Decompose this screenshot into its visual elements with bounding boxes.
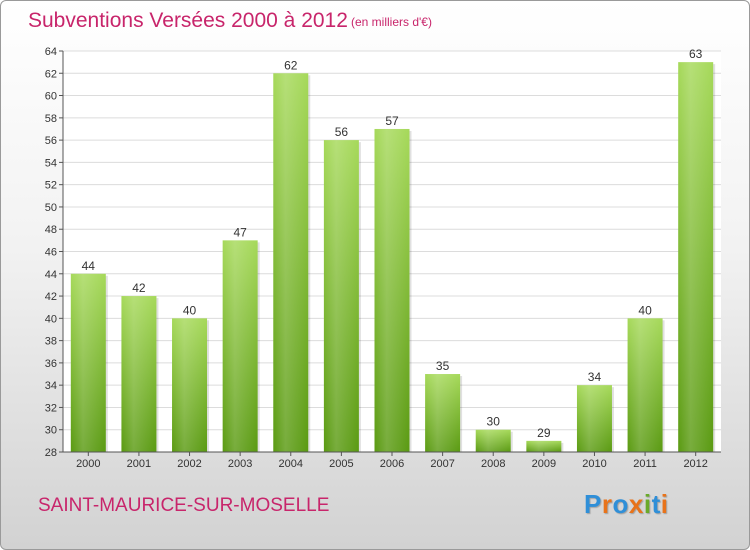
y-tick-label: 64: [45, 46, 57, 58]
axes: 28 30 32 34 36 38 40 42 44 46 48 50 52 54 56 58 60 62 64 20…: [45, 46, 721, 470]
x-tick-label: 2000: [76, 458, 100, 470]
bar-highlight: [425, 374, 461, 452]
bar-highlight: [121, 296, 157, 452]
bar-highlight: [627, 318, 663, 452]
chart-subtitle: (en milliers d'€): [351, 15, 432, 29]
y-tick-label: 32: [45, 402, 57, 414]
bar-value-label: 42: [132, 281, 146, 295]
x-tick-label: 2008: [481, 458, 505, 470]
y-tick-label: 58: [45, 113, 57, 125]
bar-highlight: [273, 73, 309, 453]
bar-value-label: 35: [436, 359, 450, 373]
bar-value-label: 62: [284, 58, 298, 72]
y-tick-label: 28: [45, 447, 57, 459]
x-tick-label: 2006: [380, 458, 404, 470]
y-tick-label: 30: [45, 425, 57, 437]
bar-highlight: [70, 273, 106, 452]
y-tick-label: 36: [45, 358, 57, 370]
logo-letter: x: [628, 489, 644, 519]
bar-value-label: 57: [385, 114, 399, 128]
x-tick-label: 2004: [279, 458, 303, 470]
logo-letter: o: [612, 489, 629, 519]
y-tick-label: 60: [45, 91, 57, 103]
y-tick-label: 34: [45, 380, 57, 392]
bar-value-label: 29: [537, 426, 551, 440]
y-tick-label: 40: [45, 313, 57, 325]
y-tick-label: 42: [45, 291, 57, 303]
bar-value-label: 56: [335, 125, 349, 139]
y-tick-label: 38: [45, 336, 57, 348]
value-labels: 44 42 40 47 62 56 57 35 30 29 34 40 63: [82, 47, 703, 440]
x-tick-label: 2005: [329, 458, 353, 470]
bars: [70, 62, 716, 453]
bar-highlight: [475, 429, 511, 452]
bar-highlight: [323, 140, 359, 452]
y-tick-label: 50: [45, 202, 57, 214]
bar-value-label: 30: [487, 415, 501, 429]
logo-letter: r: [601, 489, 613, 519]
x-tick-label: 2010: [582, 458, 606, 470]
logo-letter: P: [584, 489, 602, 519]
y-tick-label: 52: [45, 180, 57, 192]
proxiti-logo: Proxiti: [584, 489, 668, 520]
bar-value-label: 40: [638, 303, 652, 317]
y-tick-label: 56: [45, 135, 57, 147]
y-tick-label: 48: [45, 224, 57, 236]
y-tick-label: 46: [45, 247, 57, 259]
x-tick-label: 2012: [683, 458, 707, 470]
bar-highlight: [678, 62, 714, 453]
bar-highlight: [526, 440, 562, 452]
x-tick-label: 2009: [532, 458, 556, 470]
bar-value-label: 34: [588, 370, 602, 384]
y-tick-label: 44: [45, 269, 57, 281]
y-tick-label: 54: [45, 157, 57, 169]
bar-value-label: 63: [689, 47, 703, 61]
bar-highlight: [172, 318, 208, 452]
bar-value-label: 40: [183, 303, 197, 317]
x-tick-label: 2003: [228, 458, 252, 470]
x-tick-label: 2011: [633, 458, 657, 470]
bar-highlight: [576, 385, 612, 452]
bar-highlight: [222, 240, 258, 452]
x-tick-label: 2002: [177, 458, 201, 470]
chart-title: Subventions Versées 2000 à 2012: [28, 9, 348, 32]
bar-value-label: 47: [233, 225, 247, 239]
bar-value-label: 44: [82, 259, 96, 273]
logo-letter: t: [651, 489, 661, 519]
logo-letter: i: [660, 489, 669, 519]
bar-highlight: [374, 128, 410, 452]
logo-letter: i: [643, 489, 652, 519]
x-tick-label: 2001: [127, 458, 151, 470]
x-tick-label: 2007: [430, 458, 454, 470]
commune-name: SAINT-MAURICE-SUR-MOSELLE: [38, 495, 330, 516]
y-tick-label: 62: [45, 68, 57, 80]
